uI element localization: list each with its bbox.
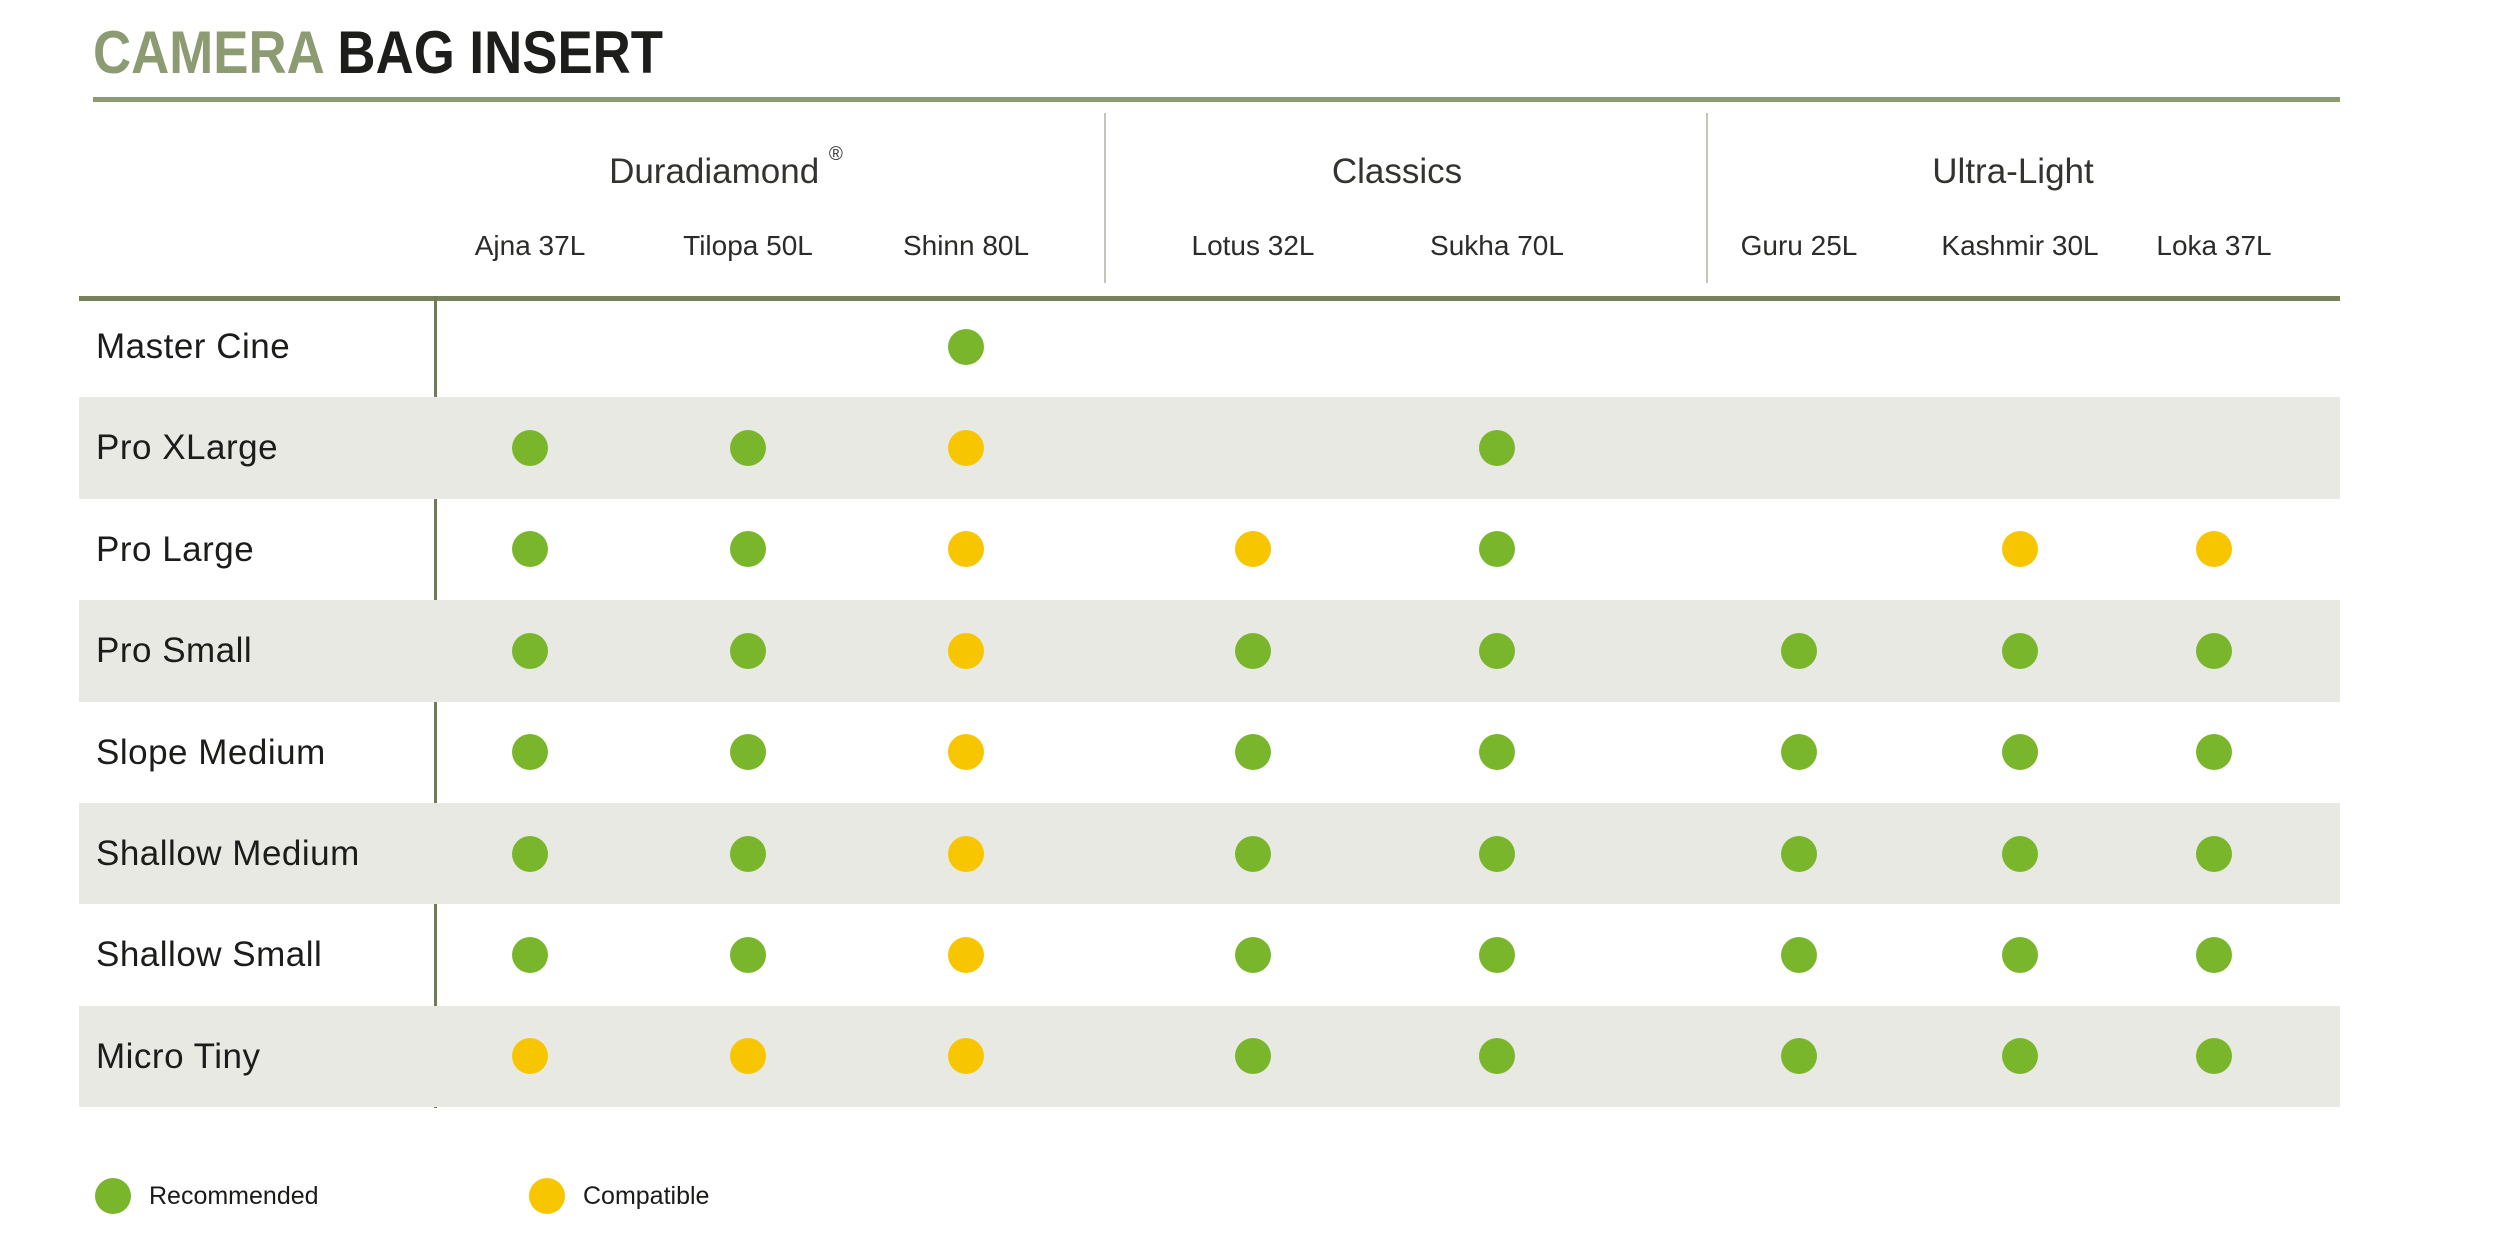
column-group-label: Duradiamond ® [609, 144, 843, 192]
compatible-dot-icon [948, 430, 984, 467]
recommended-dot-icon [730, 734, 766, 771]
row-header: Shallow Medium [96, 834, 360, 873]
page-title: CAMERA BAG INSERT [93, 18, 663, 87]
recommended-dot-icon [2196, 937, 2232, 974]
legend-label: Recommended [149, 1182, 319, 1210]
recommended-dot-icon [512, 734, 548, 771]
recommended-dot-icon [1235, 835, 1271, 872]
row-header: Slope Medium [96, 732, 326, 772]
recommended-dot-icon [2002, 937, 2038, 974]
recommended-dot-icon [512, 632, 548, 669]
compatible-dot-icon [1235, 531, 1271, 568]
legend-label: Compatible [583, 1182, 710, 1210]
column-header: Ajna 37L [474, 230, 586, 261]
recommended-dot-icon [730, 835, 766, 872]
table-row: Shallow Small [79, 904, 2340, 1005]
row-header: Pro Large [96, 529, 255, 569]
recommended-dot-icon [2196, 1038, 2232, 1075]
compatible-dot-icon [529, 1178, 565, 1214]
recommended-dot-icon [730, 632, 766, 669]
compatible-dot-icon [512, 1038, 548, 1075]
registered-mark: ® [828, 144, 843, 166]
recommended-dot-icon [512, 835, 548, 872]
recommended-dot-icon [1479, 835, 1515, 872]
recommended-dot-icon [1479, 430, 1515, 467]
compatible-dot-icon [948, 531, 984, 568]
recommended-dot-icon [730, 531, 766, 568]
table-row: Micro Tiny [79, 1005, 2340, 1108]
table-row: Pro Small [79, 600, 2340, 702]
compatible-dot-icon [2196, 531, 2232, 568]
row-header: Pro XLarge [96, 428, 279, 468]
table-top-rule [79, 296, 2340, 301]
page-title-accent: CAMERA [93, 19, 323, 86]
recommended-dot-icon [1235, 1038, 1271, 1075]
table-row: Pro XLarge [79, 397, 2340, 499]
column-group-text: Classics [1331, 152, 1463, 191]
column-header: Lotus 32L [1191, 230, 1315, 261]
header-group-divider [1104, 113, 1106, 283]
recommended-dot-icon [1479, 937, 1515, 974]
recommended-dot-icon [1235, 734, 1271, 771]
recommended-dot-icon [730, 430, 766, 467]
recommended-dot-icon [1479, 632, 1515, 669]
compatible-dot-icon [730, 1038, 766, 1075]
recommended-dot-icon [1781, 1038, 1817, 1075]
recommended-dot-icon [512, 430, 548, 467]
recommended-dot-icon [2002, 734, 2038, 771]
recommended-dot-icon [1781, 835, 1817, 872]
column-header: Loka 37L [2156, 230, 2272, 261]
column-header: Kashmir 30L [1941, 230, 2099, 261]
table-vertical-divider [434, 296, 437, 1108]
recommended-dot-icon [948, 328, 984, 365]
recommended-dot-icon [1781, 937, 1817, 974]
table-row: Slope Medium [79, 702, 2340, 803]
compatible-dot-icon [2002, 531, 2038, 568]
column-group-label: Ultra-Light [1932, 152, 2093, 192]
recommended-dot-icon [1479, 531, 1515, 568]
recommended-dot-icon [2002, 632, 2038, 669]
column-group-text: Ultra-Light [1932, 152, 2094, 191]
column-header: Sukha 70L [1430, 230, 1564, 261]
page-title-rest: BAG INSERT [322, 19, 664, 86]
table-row: Master Cine [79, 296, 2340, 397]
recommended-dot-icon [512, 937, 548, 974]
column-header: Shinn 80L [902, 230, 1030, 261]
table-row: Shallow Medium [79, 803, 2340, 905]
compatible-dot-icon [948, 937, 984, 974]
recommended-dot-icon [1235, 632, 1271, 669]
table-row: Pro Large [79, 499, 2340, 600]
row-header: Master Cine [96, 327, 291, 366]
column-header: Tilopa 50L [683, 230, 813, 261]
row-header: Shallow Small [96, 935, 323, 975]
recommended-dot-icon [2196, 835, 2232, 872]
column-group-text: Duradiamond [609, 152, 820, 191]
compatible-dot-icon [948, 835, 984, 872]
header-group-divider [1706, 113, 1708, 283]
recommended-dot-icon [1479, 734, 1515, 771]
recommended-dot-icon [95, 1178, 131, 1214]
recommended-dot-icon [730, 937, 766, 974]
title-underline-rule [93, 97, 2340, 102]
compatible-dot-icon [948, 1038, 984, 1075]
recommended-dot-icon [1781, 632, 1817, 669]
column-header: Guru 25L [1740, 230, 1858, 261]
compatible-dot-icon [948, 734, 984, 771]
column-group-label: Classics [1332, 152, 1462, 192]
recommended-dot-icon [2002, 1038, 2038, 1075]
recommended-dot-icon [512, 531, 548, 568]
recommended-dot-icon [1479, 1038, 1515, 1075]
compatible-dot-icon [948, 632, 984, 669]
row-header: Pro Small [96, 631, 253, 671]
recommended-dot-icon [1235, 937, 1271, 974]
recommended-dot-icon [2196, 734, 2232, 771]
row-header: Micro Tiny [96, 1036, 261, 1076]
recommended-dot-icon [2196, 632, 2232, 669]
recommended-dot-icon [1781, 734, 1817, 771]
recommended-dot-icon [2002, 835, 2038, 872]
